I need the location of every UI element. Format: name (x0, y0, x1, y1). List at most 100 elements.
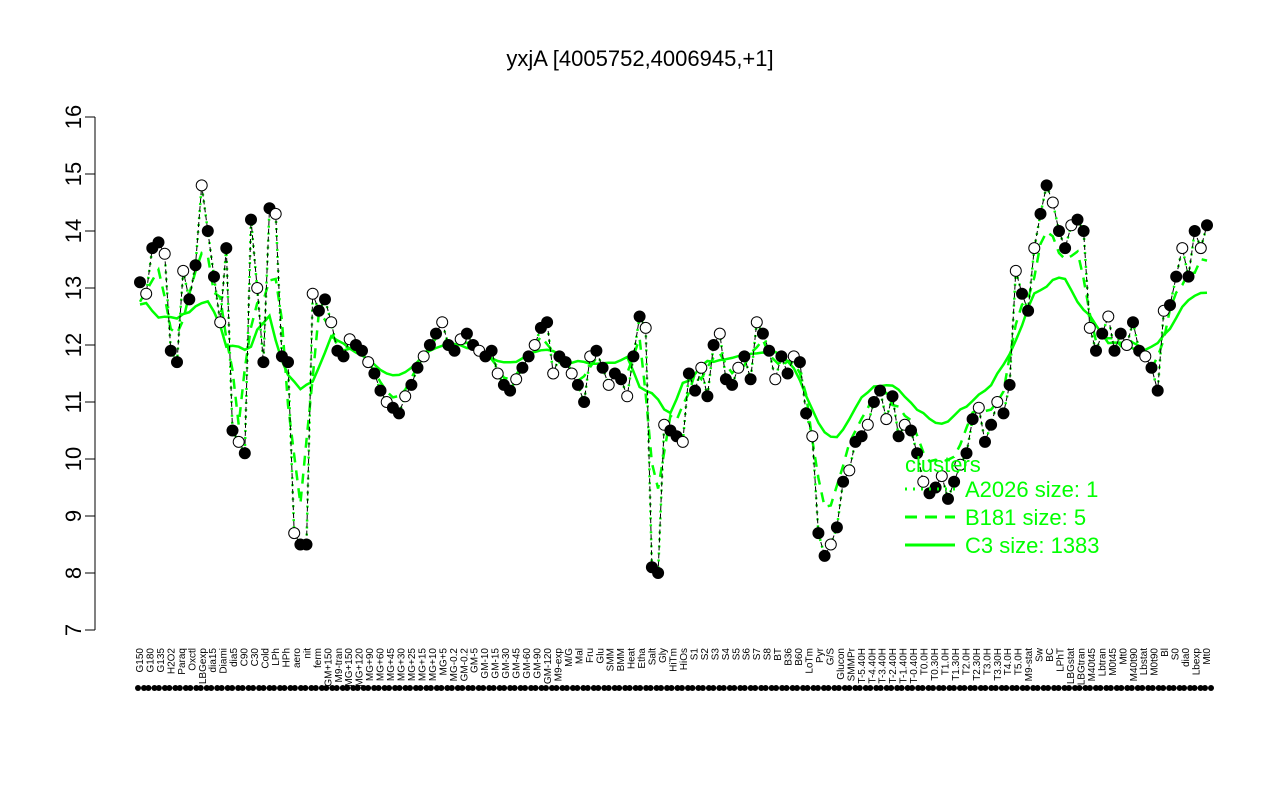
data-point (522, 350, 535, 363)
data-point (713, 327, 726, 340)
x-tick-marker (779, 685, 786, 691)
data-point (763, 344, 776, 357)
x-tick-label: HiTm (669, 648, 680, 672)
x-tick-label: T1.0H (940, 648, 951, 675)
x-tick-marker (961, 685, 968, 691)
data-point (861, 418, 874, 431)
x-tick-marker (925, 685, 932, 691)
x-tick-label: GM-120 (543, 648, 554, 685)
x-tick-label: nit (302, 648, 313, 659)
x-tick-marker (930, 685, 937, 691)
cluster-line-c3 (139, 276, 1208, 439)
x-tick-label: T1.30H (951, 648, 962, 681)
data-point (602, 378, 615, 391)
data-point (830, 521, 843, 534)
x-tick-marker (810, 685, 817, 691)
data-point (837, 475, 850, 488)
x-tick-label: GM-90 (533, 648, 544, 679)
data-point (738, 350, 751, 363)
x-tick-marker (768, 685, 775, 691)
data-point (362, 356, 375, 369)
x-tick-label: dia15 (208, 648, 219, 673)
x-tick-marker (1103, 685, 1110, 691)
x-tick-label: B60 (794, 648, 805, 666)
x-tick-label: T4.0H (1003, 648, 1014, 675)
data-point (781, 367, 794, 380)
x-tick-label: T3.30H (993, 648, 1004, 681)
y-axis: 7 8 9 10 11 12 13 14 15 16 (61, 105, 96, 636)
data-point (306, 287, 319, 300)
data-point (430, 327, 442, 340)
x-tick-label: S2 (700, 648, 711, 661)
x-tick-label: Lbtran (1097, 648, 1108, 676)
x-tick-marker (595, 685, 602, 691)
x-tick-label: MG+30 (397, 648, 408, 682)
data-point (985, 418, 998, 431)
data-point (158, 247, 171, 260)
x-tick-marker (145, 685, 152, 691)
x-tick-marker (741, 685, 748, 691)
x-tick-marker (375, 685, 382, 691)
x-tick-marker (1208, 685, 1214, 691)
data-point (1003, 378, 1016, 391)
data-point (689, 384, 702, 397)
x-tick-marker (266, 685, 273, 691)
y-tick-label: 8 (61, 567, 86, 579)
x-tick-label: S6 (742, 648, 753, 661)
x-tick-marker (1113, 685, 1120, 691)
x-tick-marker (1118, 685, 1125, 691)
data-point (269, 207, 282, 220)
data-point (1176, 242, 1189, 255)
data-point (917, 475, 930, 488)
data-point (411, 361, 424, 374)
x-tick-label: S7 (752, 648, 763, 661)
x-tick-marker (270, 685, 277, 691)
data-point (1028, 242, 1041, 255)
x-tick-label: G135 (156, 648, 167, 673)
x-tick-label: Glu (595, 648, 606, 664)
data-point (565, 367, 578, 380)
x-tick-marker (668, 685, 675, 691)
x-tick-marker (831, 685, 838, 691)
x-tick-marker (344, 685, 351, 691)
data-point (374, 384, 387, 397)
x-tick-label: G150 (135, 648, 146, 673)
x-tick-marker (522, 685, 529, 691)
x-tick-marker (444, 685, 451, 691)
data-point (1053, 225, 1065, 237)
x-tick-marker (971, 685, 978, 691)
data-point (405, 378, 418, 391)
x-tick-marker (632, 685, 639, 691)
x-tick-marker (622, 685, 629, 691)
x-tick-marker (1082, 685, 1089, 691)
data-point (214, 316, 227, 329)
x-tick-marker (214, 685, 221, 691)
x-tick-marker (658, 685, 665, 691)
x-tick-marker (276, 685, 283, 691)
x-tick-marker (427, 685, 434, 691)
x-tick-marker (333, 685, 340, 691)
x-tick-marker (762, 685, 769, 691)
x-tick-label: Cold (261, 648, 272, 669)
x-tick-marker (699, 685, 706, 691)
x-tick-label: T-2.40H (888, 648, 899, 684)
data-point (312, 304, 325, 317)
x-tick-label: S8 (763, 648, 774, 661)
data-point (615, 373, 628, 386)
x-tick-marker (846, 685, 853, 691)
x-tick-marker (643, 685, 650, 691)
x-tick-label: Heat (627, 648, 638, 669)
x-tick-marker (1181, 685, 1188, 691)
x-tick-marker (678, 685, 685, 691)
data-point (695, 361, 708, 374)
legend-entries: A2026 size: 1 B181 size: 5 C3 size: 1383 (905, 477, 1100, 558)
x-tick-marker (898, 685, 905, 691)
x-tick-marker (841, 685, 848, 691)
x-tick-marker (412, 685, 419, 691)
x-tick-marker (1092, 685, 1099, 691)
data-point (855, 430, 868, 443)
x-tick-marker (1166, 685, 1173, 691)
legend-title: clusters (905, 452, 981, 477)
x-tick-label: GM-15 (491, 648, 502, 679)
data-point (886, 390, 899, 403)
